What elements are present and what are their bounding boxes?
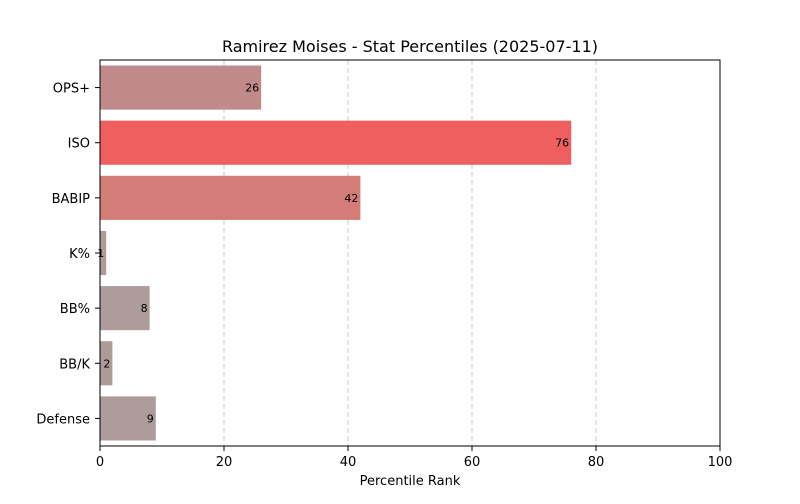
- y-tick-label: ISO: [68, 137, 90, 152]
- x-axis-label: Percentile Rank: [360, 474, 461, 489]
- data-label: 2: [103, 357, 110, 370]
- y-tick-label: BABIP: [52, 192, 91, 207]
- x-tick-label: 60: [464, 455, 481, 470]
- y-tick-label: BB/K: [59, 357, 90, 372]
- bars: [100, 65, 572, 441]
- bar-bb: [100, 286, 150, 331]
- bar-bb-k: [100, 341, 113, 386]
- x-tick-label: 0: [96, 455, 104, 470]
- chart-title: Ramirez Moises - Stat Percentiles (2025-…: [222, 37, 598, 56]
- bar-defense: [100, 396, 156, 441]
- x-tick-label: 100: [708, 455, 733, 470]
- data-label: 1: [97, 247, 104, 260]
- bar-iso: [100, 120, 572, 165]
- y-tick-label: Defense: [36, 412, 90, 427]
- data-label: 76: [555, 137, 569, 150]
- bar-babip: [100, 175, 361, 220]
- x-tick-label: 20: [216, 455, 233, 470]
- y-tick-label: K%: [69, 247, 90, 262]
- y-axis: OPS+ ISO BABIP K% BB% BB/K Defense: [36, 82, 100, 427]
- grid-lines: [223, 60, 597, 446]
- data-labels: 26 76 42 1 8 2 9: [97, 82, 569, 426]
- data-label: 42: [344, 192, 358, 205]
- data-label: 9: [147, 412, 154, 425]
- y-tick-label: BB%: [60, 302, 90, 317]
- x-tick-label: 40: [340, 455, 357, 470]
- data-label: 8: [141, 302, 148, 315]
- plot-frame: [99, 59, 721, 447]
- bar-k: [100, 230, 107, 276]
- x-axis: 0 20 40 60 80 100: [96, 446, 733, 470]
- bar-ops: [100, 65, 262, 110]
- data-label: 26: [245, 82, 259, 95]
- y-tick-label: OPS+: [53, 82, 90, 97]
- x-tick-label: 80: [588, 455, 605, 470]
